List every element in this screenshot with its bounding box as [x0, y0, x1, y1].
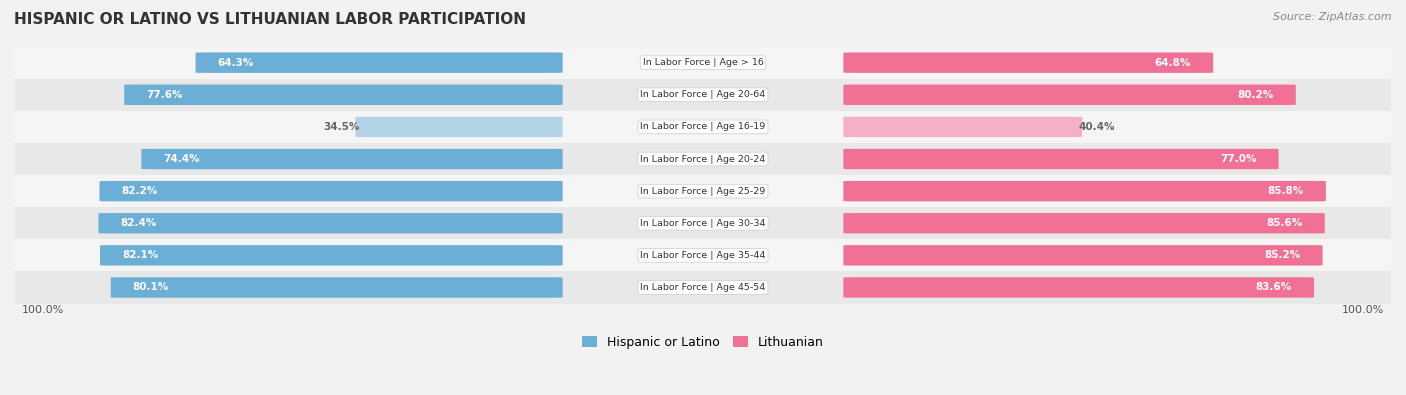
- FancyBboxPatch shape: [15, 111, 1391, 143]
- FancyBboxPatch shape: [844, 213, 1324, 233]
- FancyBboxPatch shape: [15, 47, 1391, 79]
- Text: 64.3%: 64.3%: [218, 58, 254, 68]
- Text: 74.4%: 74.4%: [163, 154, 200, 164]
- Text: 85.6%: 85.6%: [1267, 218, 1303, 228]
- FancyBboxPatch shape: [844, 117, 1083, 137]
- Text: In Labor Force | Age 16-19: In Labor Force | Age 16-19: [640, 122, 766, 132]
- Text: 64.8%: 64.8%: [1154, 58, 1191, 68]
- Text: 83.6%: 83.6%: [1256, 282, 1292, 292]
- FancyBboxPatch shape: [15, 79, 1391, 111]
- Text: In Labor Force | Age 25-29: In Labor Force | Age 25-29: [640, 186, 766, 196]
- FancyBboxPatch shape: [195, 53, 562, 73]
- Text: 100.0%: 100.0%: [1341, 305, 1384, 315]
- Text: Source: ZipAtlas.com: Source: ZipAtlas.com: [1274, 12, 1392, 22]
- FancyBboxPatch shape: [844, 277, 1315, 298]
- Text: In Labor Force | Age 20-64: In Labor Force | Age 20-64: [640, 90, 766, 99]
- Text: 100.0%: 100.0%: [22, 305, 65, 315]
- Text: 85.8%: 85.8%: [1268, 186, 1303, 196]
- Text: In Labor Force | Age 30-34: In Labor Force | Age 30-34: [640, 219, 766, 228]
- Legend: Hispanic or Latino, Lithuanian: Hispanic or Latino, Lithuanian: [578, 331, 828, 354]
- FancyBboxPatch shape: [15, 175, 1391, 207]
- Text: In Labor Force | Age 35-44: In Labor Force | Age 35-44: [640, 251, 766, 260]
- FancyBboxPatch shape: [124, 85, 562, 105]
- Text: In Labor Force | Age 45-54: In Labor Force | Age 45-54: [640, 283, 766, 292]
- FancyBboxPatch shape: [356, 117, 562, 137]
- FancyBboxPatch shape: [15, 207, 1391, 239]
- Text: 77.0%: 77.0%: [1220, 154, 1257, 164]
- Text: 34.5%: 34.5%: [323, 122, 360, 132]
- Text: 82.4%: 82.4%: [121, 218, 157, 228]
- FancyBboxPatch shape: [844, 149, 1278, 169]
- FancyBboxPatch shape: [100, 245, 562, 265]
- FancyBboxPatch shape: [98, 213, 562, 233]
- Text: In Labor Force | Age > 16: In Labor Force | Age > 16: [643, 58, 763, 67]
- Text: 82.2%: 82.2%: [121, 186, 157, 196]
- Text: 40.4%: 40.4%: [1078, 122, 1115, 132]
- FancyBboxPatch shape: [844, 181, 1326, 201]
- Text: 82.1%: 82.1%: [122, 250, 159, 260]
- FancyBboxPatch shape: [100, 181, 562, 201]
- Text: In Labor Force | Age 20-24: In Labor Force | Age 20-24: [640, 154, 766, 164]
- Text: 80.1%: 80.1%: [132, 282, 169, 292]
- FancyBboxPatch shape: [844, 245, 1323, 265]
- FancyBboxPatch shape: [111, 277, 562, 298]
- FancyBboxPatch shape: [844, 85, 1296, 105]
- FancyBboxPatch shape: [844, 53, 1213, 73]
- FancyBboxPatch shape: [15, 239, 1391, 271]
- Text: 80.2%: 80.2%: [1237, 90, 1274, 100]
- Text: HISPANIC OR LATINO VS LITHUANIAN LABOR PARTICIPATION: HISPANIC OR LATINO VS LITHUANIAN LABOR P…: [14, 12, 526, 27]
- FancyBboxPatch shape: [15, 143, 1391, 175]
- FancyBboxPatch shape: [15, 271, 1391, 303]
- Text: 85.2%: 85.2%: [1264, 250, 1301, 260]
- FancyBboxPatch shape: [142, 149, 562, 169]
- Text: 77.6%: 77.6%: [146, 90, 183, 100]
